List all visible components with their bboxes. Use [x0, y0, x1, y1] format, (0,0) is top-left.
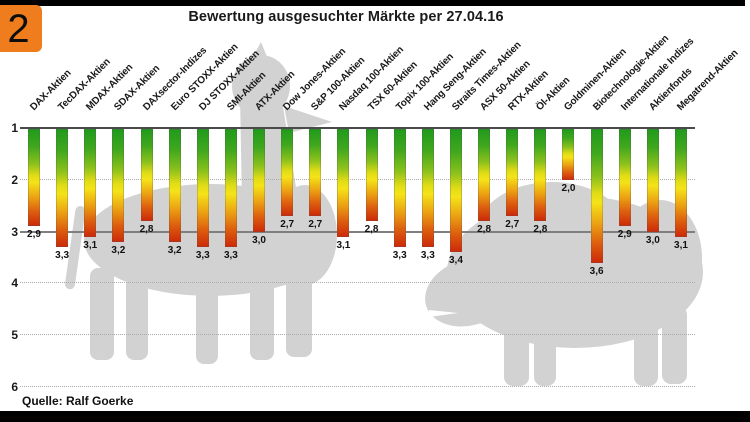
value-label: 3,1: [674, 239, 688, 251]
value-label: 3,3: [420, 250, 435, 262]
value-label: 3,6: [589, 265, 604, 277]
chart-bar: [140, 129, 153, 222]
chart-bar: [224, 129, 237, 248]
chart-bar: [449, 129, 462, 253]
chart-bar: [421, 129, 434, 248]
value-label: 2,7: [308, 219, 323, 231]
chart-bar: [365, 129, 378, 222]
value-label: 2,8: [533, 224, 548, 236]
chart-bar: [478, 129, 491, 222]
value-label: 3,3: [55, 250, 70, 262]
y-axis-tick-1: 1: [11, 121, 18, 135]
bottom-black-bar: [0, 411, 750, 422]
value-label: 3,0: [645, 234, 660, 246]
chart-bar: [534, 129, 547, 222]
source-credit: Quelle: Ralf Goerke: [22, 394, 134, 408]
slide-number-badge: 2: [0, 5, 42, 52]
value-label: 2,8: [139, 224, 154, 236]
chart-bar: [253, 129, 266, 232]
y-axis-tick-3: 3: [11, 224, 18, 239]
value-label: 2,0: [561, 182, 576, 194]
value-label: 2,9: [27, 229, 41, 241]
value-label: 2,8: [477, 224, 492, 236]
chart-bar: [56, 129, 69, 248]
chart-bar: [618, 129, 631, 227]
y-axis-tick-2: 2: [11, 172, 18, 187]
chart-bar: [112, 129, 125, 242]
gridline-1: [20, 127, 695, 129]
value-label: 2,7: [280, 219, 295, 231]
chart-bar: [646, 129, 659, 232]
value-label: 3,0: [252, 234, 266, 246]
chart-bar: [337, 129, 350, 237]
value-label: 3,1: [336, 239, 351, 251]
value-label: 3,3: [223, 250, 238, 262]
value-label: 3,2: [167, 244, 182, 256]
chart-bar: [506, 129, 519, 217]
chart-bar: [168, 129, 181, 242]
chart-bar: [562, 129, 575, 180]
chart-bar: [281, 129, 294, 217]
gridline-4: [20, 282, 695, 284]
gridline-5: [20, 334, 695, 336]
value-label: 3,1: [83, 239, 98, 251]
value-label: 2,7: [505, 219, 520, 231]
y-axis-tick-4: 4: [11, 276, 18, 291]
gridline-6: [20, 386, 695, 387]
value-label: 3,4: [448, 255, 463, 267]
value-label: 3,3: [392, 250, 407, 262]
chart-bar: [393, 129, 406, 248]
y-axis-tick-6: 6: [11, 380, 18, 394]
chart-bar: [28, 129, 40, 227]
y-axis-tick-5: 5: [11, 328, 18, 343]
gridline-2: [20, 178, 695, 180]
gridline-3: [20, 230, 695, 233]
value-label: 3,3: [195, 250, 210, 262]
slide-number: 2: [7, 6, 30, 51]
chart-bar: [674, 129, 687, 237]
chart-bar: [196, 129, 209, 248]
chart-bar: [590, 129, 603, 263]
value-label: 3,2: [111, 244, 126, 256]
chart-bar: [84, 129, 97, 237]
top-black-bar: [0, 0, 745, 6]
chart-title: Bewertung ausgesuchter Märkte per 27.04.…: [188, 9, 504, 25]
chart-bar: [309, 129, 322, 217]
value-label: 2,8: [364, 224, 379, 236]
value-label: 2,9: [617, 229, 632, 241]
